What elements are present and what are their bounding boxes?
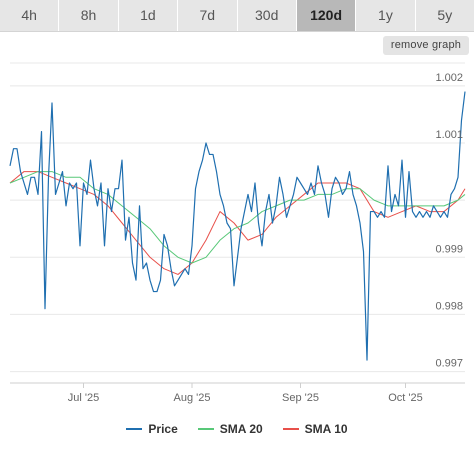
- legend-swatch-sma20: [197, 428, 214, 430]
- legend-label-sma10: SMA 10: [304, 422, 348, 436]
- tab-30d[interactable]: 30d: [238, 0, 297, 31]
- x-tick-label: Aug '25: [174, 392, 211, 404]
- legend-item-sma20[interactable]: SMA 20: [197, 422, 263, 436]
- tab-4h[interactable]: 4h: [0, 0, 60, 31]
- x-tick-label: Oct '25: [388, 392, 423, 404]
- y-axis: 0.997 0.998 0.999 1.001 1.002: [435, 72, 463, 370]
- tab-1y[interactable]: 1y: [356, 0, 416, 31]
- legend-item-price[interactable]: Price: [126, 422, 178, 436]
- grid: [10, 62, 465, 388]
- x-tick-label: Jul '25: [68, 392, 99, 404]
- tab-7d[interactable]: 7d: [178, 0, 238, 31]
- legend-label-price: Price: [148, 422, 178, 436]
- legend-swatch-sma10: [282, 428, 299, 430]
- y-tick-label: 0.999: [435, 243, 463, 255]
- x-tick-label: Sep '25: [282, 392, 319, 404]
- time-range-tabs: 4h 8h 1d 7d 30d 120d 1y 5y: [0, 0, 474, 32]
- y-tick-label: 0.997: [435, 358, 463, 370]
- legend-label-sma20: SMA 20: [219, 422, 263, 436]
- tab-1d[interactable]: 1d: [119, 0, 179, 31]
- x-axis: Jul '25 Aug '25 Sep '25 Oct '25: [68, 392, 423, 404]
- remove-graph-button[interactable]: remove graph: [383, 36, 469, 55]
- tab-5y[interactable]: 5y: [437, 7, 453, 23]
- y-tick-label: 0.998: [435, 300, 463, 312]
- y-tick-label: 1.001: [435, 129, 463, 141]
- tab-120d[interactable]: 120d: [296, 0, 357, 31]
- legend: Price SMA 20 SMA 10: [0, 420, 474, 438]
- legend-swatch-price: [126, 428, 143, 430]
- series-line-price: [9, 91, 466, 361]
- tab-8h[interactable]: 8h: [59, 0, 119, 31]
- y-tick-label: 1.002: [435, 72, 463, 84]
- series-lines: [9, 91, 466, 361]
- legend-item-sma10[interactable]: SMA 10: [282, 422, 348, 436]
